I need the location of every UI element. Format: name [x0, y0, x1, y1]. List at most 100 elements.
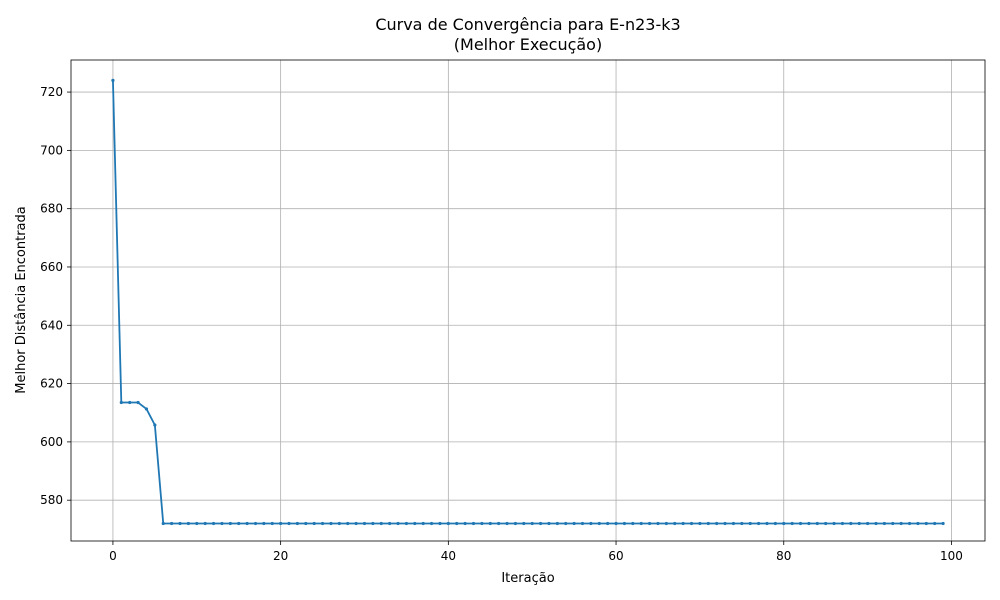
data-point [664, 521, 668, 526]
data-point [170, 521, 174, 526]
data-point [421, 521, 425, 526]
data-point [161, 521, 165, 526]
x-tick-label: 20 [273, 549, 288, 563]
data-point [773, 521, 777, 526]
x-tick-label: 40 [441, 549, 456, 563]
data-point [681, 521, 685, 526]
axes-frame [70, 59, 986, 542]
data-point [622, 521, 627, 526]
data-point [899, 521, 903, 526]
data-point [731, 521, 736, 526]
data-point [748, 521, 752, 526]
data-point [128, 400, 132, 405]
series-line [112, 80, 944, 525]
data-point [237, 521, 241, 526]
data-point [631, 521, 635, 526]
data-point [488, 521, 492, 526]
data-point [572, 521, 576, 526]
grid [71, 60, 985, 541]
data-point [262, 521, 266, 526]
data-point [111, 78, 115, 83]
data-point [790, 521, 794, 526]
y-tick-label: 680 [40, 202, 63, 216]
data-point [203, 521, 207, 526]
data-point [807, 521, 811, 526]
data-point [639, 521, 643, 526]
data-point [211, 521, 216, 526]
data-point [220, 521, 224, 526]
data-point [840, 521, 845, 526]
data-point [689, 521, 694, 526]
y-tick-label: 640 [40, 318, 63, 332]
data-point [228, 521, 232, 526]
data-point [446, 521, 450, 526]
data-point [119, 400, 123, 405]
data-point [295, 521, 299, 526]
data-point [379, 521, 383, 526]
data-point [941, 521, 945, 526]
y-axis-label: Melhor Distância Encontrada [14, 206, 29, 393]
data-point [715, 521, 719, 526]
y-tick-label: 620 [40, 377, 63, 391]
data-point [195, 521, 199, 526]
y-tick-label: 700 [40, 143, 63, 157]
data-point [907, 521, 912, 526]
data-point [891, 521, 895, 526]
data-point [673, 521, 677, 526]
data-point [480, 521, 484, 526]
data-point [178, 521, 182, 526]
data-point [597, 521, 601, 526]
data-point [371, 521, 375, 526]
data-point [589, 521, 593, 526]
x-axis: 0 20 40 60 80 100 [109, 541, 963, 563]
data-point [723, 521, 727, 526]
data-point [245, 521, 249, 526]
data-point [522, 521, 526, 526]
data-point [740, 521, 744, 526]
y-tick-label: 580 [40, 493, 63, 507]
data-point [186, 521, 190, 526]
data-point [404, 521, 409, 526]
data-point [857, 521, 861, 526]
data-point [580, 521, 585, 526]
data-point [329, 521, 333, 526]
data-point [346, 521, 350, 526]
data-point [874, 521, 878, 526]
y-tick-label: 720 [40, 85, 63, 99]
data-point [136, 400, 140, 405]
data-point [513, 521, 518, 526]
x-tick-label: 60 [608, 549, 623, 563]
data-point [614, 521, 618, 526]
data-point [530, 521, 534, 526]
x-tick-label: 100 [940, 549, 963, 563]
y-tick-label: 660 [40, 260, 63, 274]
x-tick-label: 0 [109, 549, 117, 563]
data-point [647, 521, 652, 526]
data-point [413, 521, 417, 526]
data-point [882, 521, 886, 526]
data-point [337, 521, 341, 526]
data-point [698, 521, 702, 526]
data-point [547, 521, 551, 526]
y-axis: 580 600 620 640 660 680 700 720 [40, 85, 71, 507]
data-point [916, 521, 920, 526]
data-point [312, 521, 316, 526]
data-point [279, 521, 283, 526]
data-point [362, 521, 367, 526]
data-point [270, 521, 274, 526]
data-point [253, 521, 258, 526]
data-point [463, 521, 467, 526]
data-point [832, 521, 836, 526]
data-point [706, 521, 710, 526]
data-point [471, 521, 476, 526]
data-point [320, 521, 325, 526]
data-point [388, 521, 392, 526]
data-point [153, 423, 157, 427]
chart-subtitle: (Melhor Execução) [454, 35, 602, 54]
data-point [656, 521, 660, 526]
data-point [798, 521, 803, 526]
data-point [849, 521, 853, 526]
data-point [757, 521, 761, 526]
x-axis-label: Iteração [501, 571, 554, 586]
